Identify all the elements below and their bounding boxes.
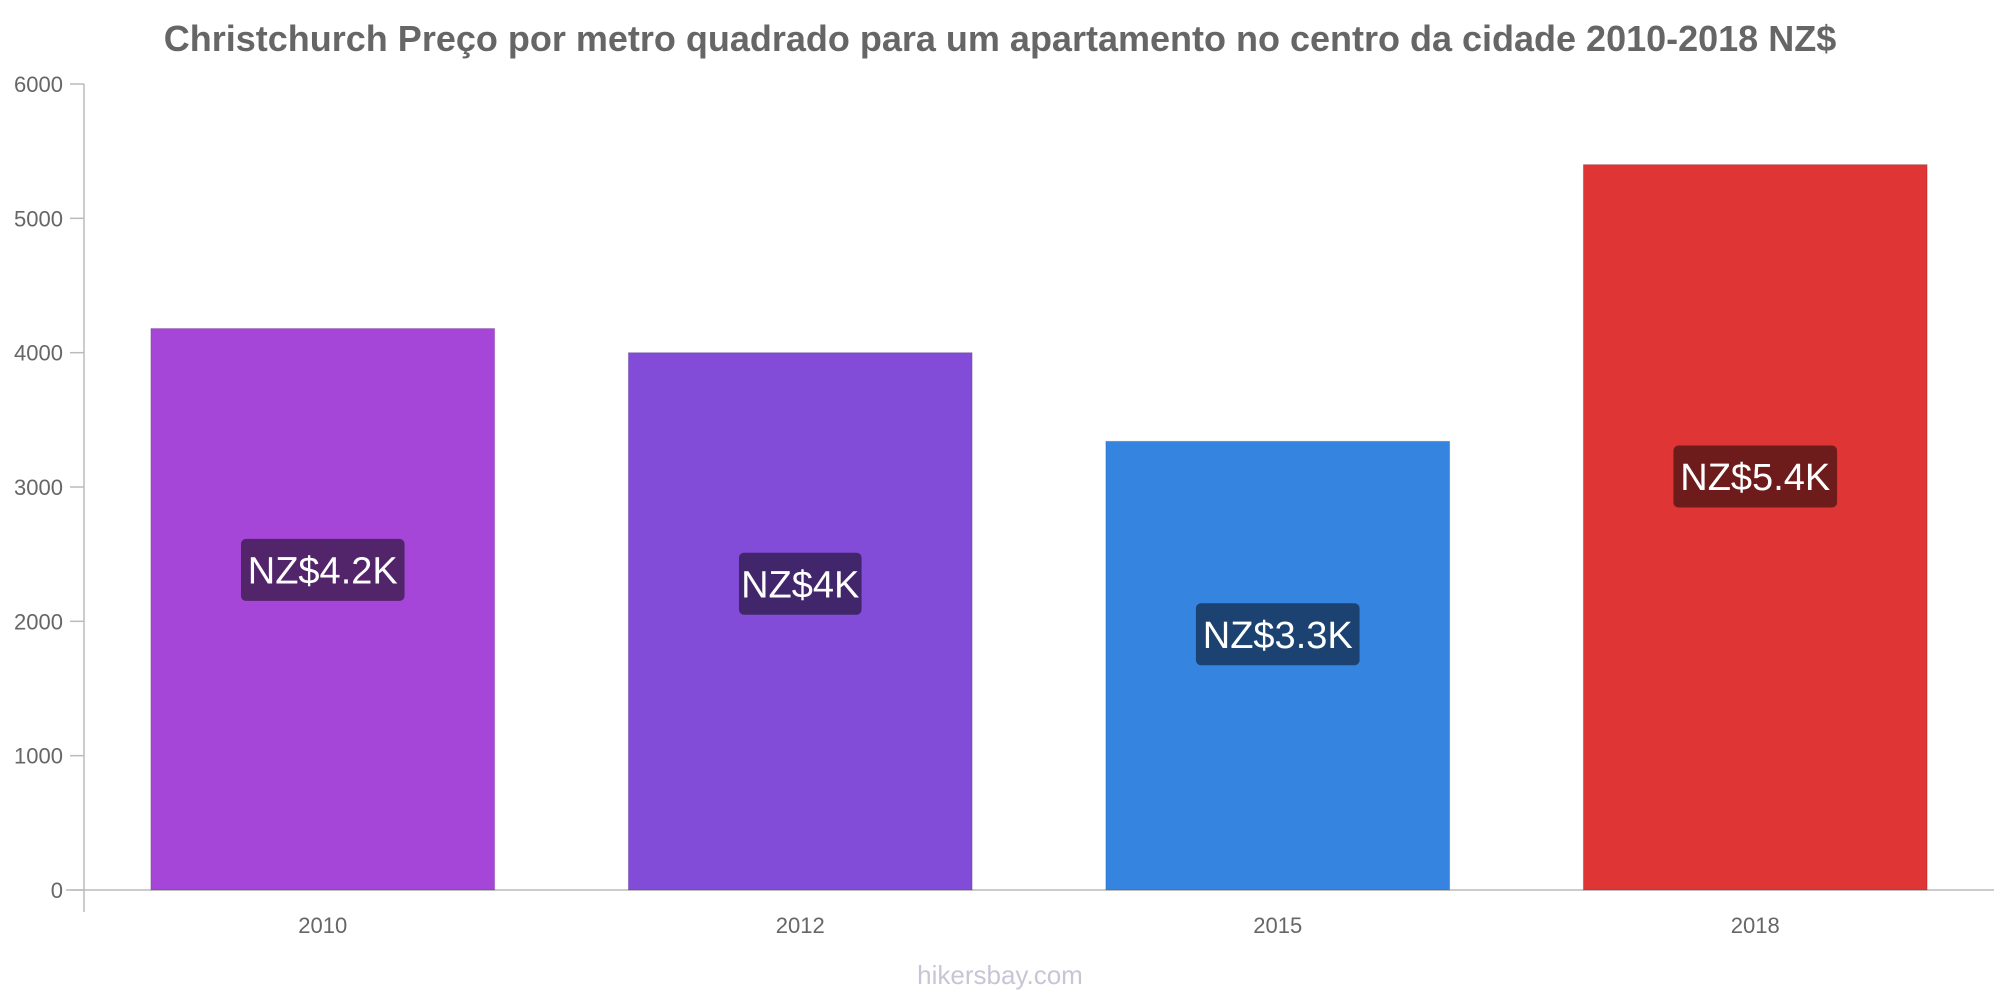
data-label-box [1195, 603, 1360, 666]
bar-2015 [1105, 440, 1451, 891]
data-label-2010: NZ$4.2K [248, 551, 398, 593]
bar-2012 [627, 352, 973, 891]
y-axis: 0 1000 2000 3000 4000 5000 6000 [14, 72, 85, 912]
y-tick-label: 6000 [14, 72, 63, 97]
x-tick-label: 2018 [1731, 913, 1780, 938]
bar-2018 [1582, 164, 1928, 891]
x-tick-label: 2010 [298, 913, 347, 938]
data-label-box [240, 538, 405, 601]
bar-2010 [150, 327, 496, 891]
data-labels: NZ$4.2K NZ$4K NZ$3.3K NZ$5.4K [240, 445, 1838, 666]
x-tick-label: 2015 [1253, 913, 1302, 938]
y-tick-label: 4000 [14, 341, 63, 366]
y-tick-label: 1000 [14, 744, 63, 769]
data-label-box [1673, 445, 1838, 508]
data-label-2015: NZ$3.3K [1203, 615, 1353, 657]
watermark: hikersbay.com [917, 960, 1083, 990]
y-tick-label: 5000 [14, 206, 63, 231]
x-tick-label: 2012 [776, 913, 825, 938]
data-label-box [738, 552, 862, 615]
y-tick-label: 0 [51, 878, 63, 903]
chart-title: Christchurch Preço por metro quadrado pa… [163, 18, 1837, 59]
data-label-2018: NZ$5.4K [1680, 457, 1830, 499]
bars [150, 164, 1928, 891]
x-axis: 2010 2012 2015 2018 [66, 889, 1994, 938]
data-label-2012: NZ$4K [741, 564, 859, 606]
y-tick-label: 2000 [14, 609, 63, 634]
y-tick-label: 3000 [14, 475, 63, 500]
